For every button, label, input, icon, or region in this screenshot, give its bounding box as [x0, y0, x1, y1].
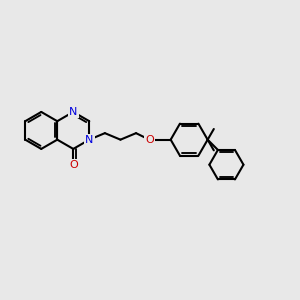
Text: N: N — [85, 135, 94, 145]
Text: O: O — [69, 160, 78, 170]
Text: O: O — [145, 135, 154, 145]
Text: N: N — [69, 107, 77, 117]
